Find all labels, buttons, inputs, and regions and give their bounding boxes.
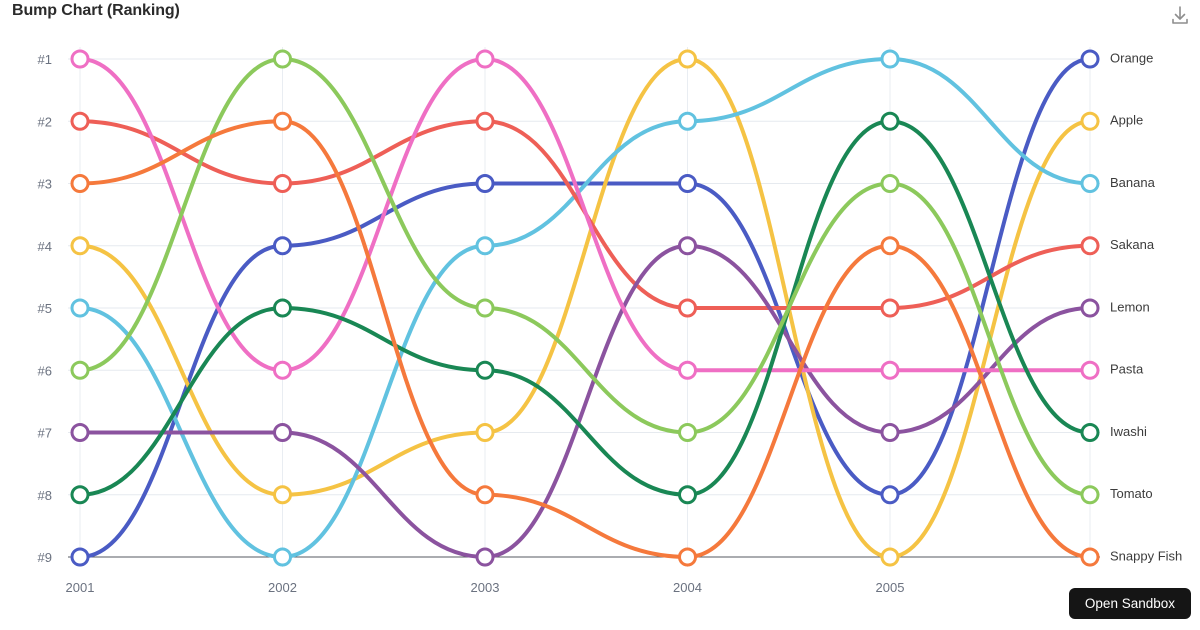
download-icon[interactable]	[1168, 4, 1192, 28]
data-point-marker[interactable]	[273, 236, 292, 256]
data-point-marker[interactable]	[678, 236, 697, 256]
series-line	[78, 57, 1092, 559]
chart-plot-area: #1 #2 #3 #4 #5 #6 #7 #8 #9 2001 2002 2003 2004 2005 Or…	[0, 30, 1200, 630]
data-point-marker[interactable]	[273, 423, 292, 442]
y-tick-label: #6	[38, 363, 52, 378]
data-point-marker[interactable]	[70, 547, 90, 567]
series-line	[78, 119, 1092, 497]
data-point-marker[interactable]	[475, 360, 495, 380]
series-name-label: Iwashi	[1110, 424, 1147, 439]
data-point-marker[interactable]	[70, 423, 90, 442]
data-point-marker[interactable]	[70, 298, 90, 318]
x-tick-label: 2005	[876, 580, 905, 595]
data-point-marker[interactable]	[678, 547, 697, 567]
series-name-label: Orange	[1110, 50, 1153, 65]
data-point-marker[interactable]	[880, 360, 900, 380]
series-name-label: Apple	[1110, 113, 1143, 128]
data-point-marker[interactable]	[678, 111, 697, 131]
data-point-marker[interactable]	[880, 49, 900, 69]
y-tick-label: #4	[38, 239, 52, 254]
data-point-marker[interactable]	[1080, 174, 1100, 193]
data-point-marker[interactable]	[70, 111, 90, 131]
data-point-marker[interactable]	[880, 174, 900, 193]
data-point-marker[interactable]	[1080, 298, 1100, 318]
data-point-marker[interactable]	[475, 111, 495, 131]
data-point-marker[interactable]	[1080, 111, 1100, 131]
page-title: Bump Chart (Ranking)	[12, 2, 180, 19]
data-point-marker[interactable]	[880, 298, 900, 318]
data-point-marker[interactable]	[475, 49, 495, 69]
data-point-marker[interactable]	[273, 547, 292, 567]
y-tick-label: #3	[38, 177, 52, 192]
data-point-marker[interactable]	[475, 236, 495, 256]
chart-header: Bump Chart (Ranking)	[0, 0, 1200, 30]
series-labels: Orange Apple Banana Sakana Lemon Pasta Iwashi T…	[1110, 50, 1182, 563]
series-markers	[70, 49, 1100, 567]
y-tick-label: #5	[38, 301, 52, 316]
data-point-marker[interactable]	[70, 236, 90, 256]
bump-chart-svg: #1 #2 #3 #4 #5 #6 #7 #8 #9 2001 2002 2003 2004 2005 Or…	[38, 47, 1182, 595]
data-point-marker[interactable]	[70, 485, 90, 505]
data-point-marker[interactable]	[475, 298, 495, 318]
data-point-marker[interactable]	[273, 49, 292, 69]
data-point-marker[interactable]	[880, 111, 900, 131]
series-name-label: Snappy Fish	[1110, 548, 1182, 563]
open-sandbox-button[interactable]: Open Sandbox	[1068, 587, 1191, 619]
series-name-label: Pasta	[1110, 362, 1144, 377]
data-point-marker[interactable]	[70, 174, 90, 193]
y-axis-ticks: #1 #2 #3 #4 #5 #6 #7 #8 #9	[38, 52, 52, 565]
x-tick-label: 2001	[66, 580, 95, 595]
data-point-marker[interactable]	[1080, 236, 1100, 256]
series-line	[78, 57, 1092, 559]
data-point-marker[interactable]	[273, 174, 292, 193]
x-tick-label: 2003	[471, 580, 500, 595]
data-point-marker[interactable]	[880, 485, 900, 505]
data-point-marker[interactable]	[70, 49, 90, 69]
y-tick-label: #7	[38, 426, 52, 441]
data-point-marker[interactable]	[678, 174, 697, 193]
series-line	[78, 57, 1092, 497]
data-point-marker[interactable]	[273, 111, 292, 131]
data-point-marker[interactable]	[1080, 485, 1100, 505]
series-name-label: Banana	[1110, 175, 1156, 190]
data-point-marker[interactable]	[678, 298, 697, 318]
data-point-marker[interactable]	[1080, 423, 1100, 442]
data-point-marker[interactable]	[678, 49, 697, 69]
x-tick-label: 2004	[673, 580, 702, 595]
y-tick-label: #8	[38, 488, 52, 503]
data-point-marker[interactable]	[1080, 49, 1100, 69]
y-tick-label: #9	[38, 550, 52, 565]
data-point-marker[interactable]	[1080, 360, 1100, 380]
vertical-gridlines	[79, 47, 1091, 567]
x-tick-label: 2002	[268, 580, 297, 595]
data-point-marker[interactable]	[1080, 547, 1100, 567]
x-axis-ticks: 2001 2002 2003 2004 2005	[66, 580, 905, 595]
series-name-label: Lemon	[1110, 299, 1150, 314]
y-tick-label: #2	[38, 114, 52, 129]
data-point-marker[interactable]	[880, 236, 900, 256]
data-point-marker[interactable]	[880, 547, 900, 567]
data-point-marker[interactable]	[678, 423, 697, 442]
data-point-marker[interactable]	[475, 174, 495, 193]
data-point-marker[interactable]	[273, 298, 292, 318]
data-point-marker[interactable]	[880, 423, 900, 442]
data-point-marker[interactable]	[70, 360, 90, 380]
data-point-marker[interactable]	[475, 547, 495, 567]
data-point-marker[interactable]	[475, 485, 495, 505]
data-point-marker[interactable]	[678, 485, 697, 505]
data-point-marker[interactable]	[273, 360, 292, 380]
data-point-marker[interactable]	[273, 485, 292, 505]
y-tick-label: #1	[38, 52, 52, 67]
series-name-label: Sakana	[1110, 237, 1155, 252]
data-point-marker[interactable]	[475, 423, 495, 442]
series-line	[78, 57, 1092, 373]
series-name-label: Tomato	[1110, 486, 1153, 501]
data-point-marker[interactable]	[678, 360, 697, 380]
